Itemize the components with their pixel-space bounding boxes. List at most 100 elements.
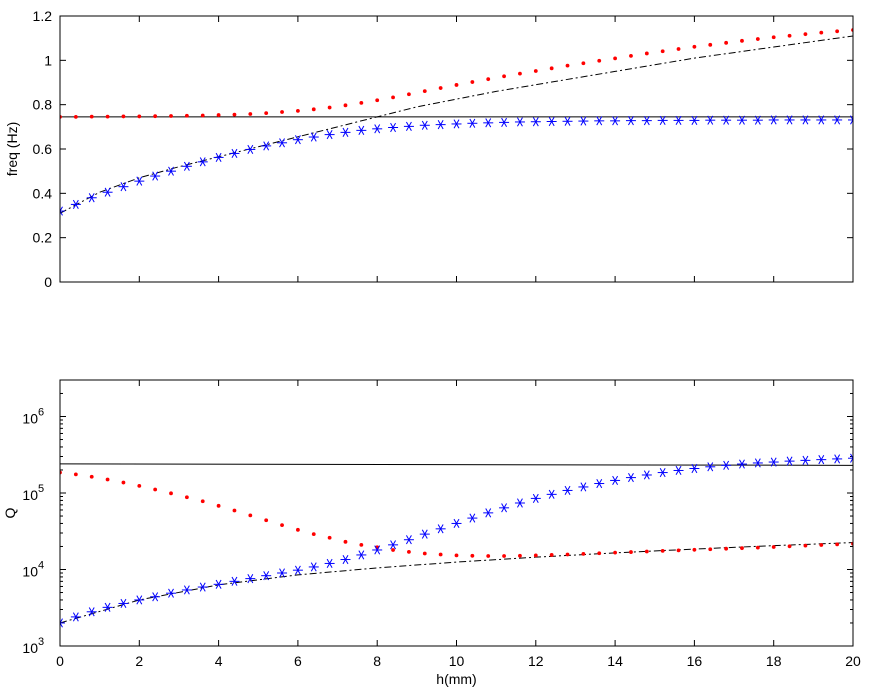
star-stroke <box>580 116 587 126</box>
frequency-panel: 0 0.2 0.4 0.6 0.8 1 1.2 freq (Hz) <box>4 8 854 290</box>
blue-star-point <box>673 115 684 125</box>
blue-star-point <box>356 125 367 135</box>
blue-star-point <box>134 595 145 605</box>
blue-star-point <box>705 462 716 472</box>
red-dot-point <box>518 71 522 76</box>
x-tick-label: 6 <box>294 653 302 669</box>
x-tick-label: 0 <box>56 653 64 669</box>
star-stroke <box>231 148 238 159</box>
star-stroke <box>850 115 853 121</box>
blue-star-point <box>610 475 621 486</box>
y-tick-label: 10 <box>22 487 38 503</box>
red-dot-point <box>407 92 411 97</box>
red-dot-point <box>184 113 189 118</box>
blue-star-point <box>673 465 684 476</box>
y-tick-exponent: 4 <box>38 559 44 571</box>
blue-star-point <box>403 121 414 131</box>
blue-star-point <box>213 579 224 589</box>
red-dot-point <box>533 553 538 558</box>
blue-star-point <box>578 116 589 126</box>
star-stroke <box>596 478 603 489</box>
star-stroke <box>659 115 666 125</box>
y-tick-label: 0.8 <box>33 97 53 113</box>
red-dot-point <box>184 495 189 500</box>
blue-star-point <box>514 117 525 127</box>
blue-star-point <box>657 467 668 478</box>
blue-star-point <box>372 124 383 134</box>
red-dot-point <box>391 548 395 552</box>
star-stroke <box>612 475 619 486</box>
red-dot-point <box>676 548 681 553</box>
star-stroke <box>739 115 745 125</box>
star-stroke <box>152 592 159 602</box>
star-stroke <box>294 565 301 575</box>
blue-star-point <box>514 498 525 508</box>
star-stroke <box>707 462 714 472</box>
y-tick-base: 10 <box>22 487 38 503</box>
red-dot-point <box>644 549 649 554</box>
star-stroke <box>310 562 317 572</box>
star-stroke <box>548 116 555 127</box>
star-stroke <box>374 545 381 555</box>
x-tick-label: 2 <box>135 653 143 669</box>
x-tick-label: 14 <box>607 653 623 669</box>
red-dot-point <box>835 29 840 34</box>
blue-star-point <box>467 118 478 128</box>
star-stroke <box>72 199 79 209</box>
blue-star-point <box>213 152 224 163</box>
star-stroke <box>691 115 698 125</box>
blue-star-point <box>499 503 510 513</box>
star-stroke <box>152 171 159 181</box>
star-stroke <box>802 455 809 465</box>
blue-star-point <box>721 460 732 470</box>
star-stroke <box>675 115 682 125</box>
red-dot-point <box>502 554 506 558</box>
x-tick-label: 16 <box>687 653 703 669</box>
star-stroke <box>437 524 444 534</box>
star-stroke <box>469 118 476 128</box>
y-tick-label: 0.4 <box>33 185 53 201</box>
red-dot-point <box>359 542 364 547</box>
star-stroke <box>60 621 63 628</box>
star-stroke <box>643 116 650 126</box>
blue-star-point <box>752 458 763 468</box>
blue-star-point <box>435 524 446 534</box>
blue-star-point <box>229 576 240 586</box>
blue-star-point <box>784 115 795 125</box>
blue-star-point <box>768 457 779 467</box>
dashdot-line <box>60 542 853 624</box>
red-dot-point <box>89 474 94 479</box>
red-dot-point <box>311 532 316 537</box>
blue-star-point <box>60 618 65 628</box>
star-stroke <box>786 115 793 125</box>
dashdot-line <box>60 35 853 214</box>
red-dot-point <box>597 551 602 556</box>
star-stroke <box>628 473 634 483</box>
star-stroke <box>675 465 682 476</box>
star-stroke <box>104 602 111 612</box>
red-dot-point <box>454 553 459 558</box>
red-dot-point <box>708 547 713 552</box>
star-stroke <box>754 458 761 468</box>
red-dot-point <box>533 69 538 73</box>
blue-star-point <box>832 115 843 125</box>
series-group <box>60 28 853 216</box>
red-dot-point <box>771 35 776 40</box>
blue-star-point <box>70 612 81 622</box>
y-tick-base: 10 <box>22 563 38 579</box>
blue-star-point <box>641 116 652 126</box>
blue-star-point <box>229 148 240 159</box>
blue-star-point <box>134 176 145 186</box>
blue-star-point <box>499 117 510 127</box>
blue-star-point <box>610 116 621 126</box>
blue-star-point <box>118 182 129 192</box>
blue-star-point <box>277 568 288 578</box>
star-stroke <box>342 127 349 137</box>
y-tick-label: 1 <box>44 52 52 68</box>
star-stroke <box>421 120 428 130</box>
star-stroke <box>183 161 190 171</box>
blue-star-point <box>848 115 853 125</box>
blue-star-point <box>721 115 732 125</box>
red-dot-point <box>296 108 300 113</box>
